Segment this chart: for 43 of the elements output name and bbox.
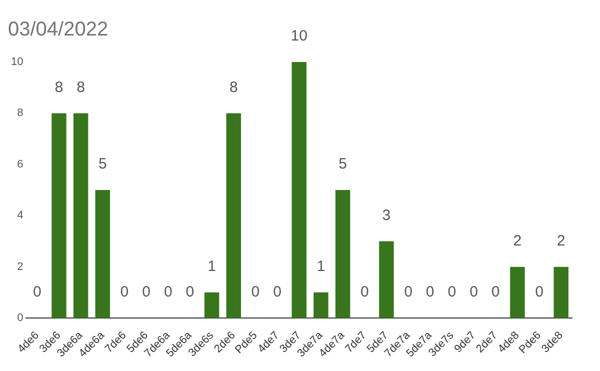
data-label: 0 — [273, 284, 282, 301]
data-label: 1 — [208, 258, 216, 276]
chart-title: 03/04/2022 — [8, 18, 108, 41]
data-label: 0 — [470, 284, 478, 301]
data-label: 3 — [382, 206, 391, 224]
data-label: 0 — [120, 284, 129, 301]
data-label: 0 — [164, 284, 172, 301]
y-tick-label: 4 — [17, 210, 24, 222]
data-label: 2 — [556, 232, 566, 250]
data-label: 0 — [491, 284, 500, 301]
bar — [510, 266, 525, 318]
bar — [292, 62, 306, 318]
data-label: 2 — [513, 232, 522, 250]
data-label: 8 — [76, 78, 85, 96]
bar — [554, 266, 568, 318]
data-label: 8 — [229, 78, 238, 96]
data-label: 1 — [316, 258, 326, 276]
data-label: 0 — [404, 284, 412, 301]
data-label: 0 — [535, 284, 544, 301]
data-label: 0 — [32, 284, 42, 301]
bar — [379, 241, 394, 318]
data-label: 0 — [251, 284, 260, 301]
bar — [73, 113, 88, 318]
bar — [335, 190, 350, 318]
y-tick-label: 6 — [17, 158, 24, 170]
data-label: 0 — [426, 284, 434, 301]
data-label: 8 — [54, 78, 64, 96]
bar — [95, 190, 110, 318]
bar — [52, 113, 66, 318]
data-label: 0 — [360, 284, 369, 301]
data-label: 0 — [186, 284, 194, 301]
bar — [226, 113, 241, 318]
y-tick-label: 8 — [17, 107, 24, 120]
data-label: 0 — [448, 284, 456, 301]
y-tick-label: 0 — [17, 312, 24, 324]
data-label: 0 — [142, 284, 150, 301]
data-label: 10 — [290, 28, 308, 45]
bar — [314, 292, 328, 318]
y-tick-label: 2 — [17, 260, 24, 273]
data-label: 5 — [98, 156, 107, 173]
bar — [204, 292, 220, 318]
data-label: 5 — [338, 156, 347, 173]
y-tick-label: 10 — [10, 56, 24, 68]
